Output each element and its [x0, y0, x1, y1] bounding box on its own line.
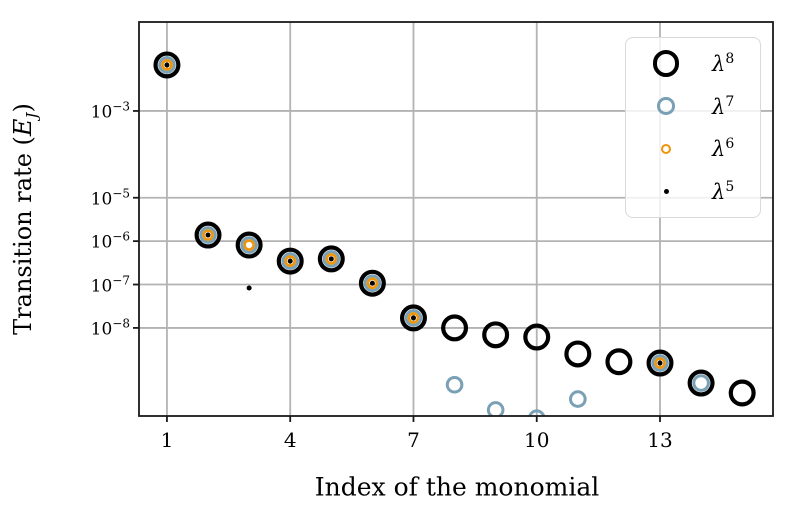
lambda8-point	[235, 231, 263, 259]
tick-marks	[133, 110, 661, 422]
x-tick-label: 7	[407, 428, 420, 452]
lambda6-point	[407, 312, 420, 324]
y-axis-label-text: Transition rate (	[9, 136, 38, 335]
legend-item-lambda6: λ6	[626, 129, 760, 169]
series-lambda7	[158, 56, 710, 416]
lambda6-point	[243, 239, 255, 251]
legend-label-lambda6: λ6	[712, 136, 735, 162]
lambda5-point	[328, 256, 334, 262]
x-axis-label: Index of the monomial	[314, 472, 600, 502]
lambda8-point	[605, 348, 633, 376]
lambda6-marker-icon	[660, 143, 672, 155]
y-axis-label-variable: E	[9, 118, 38, 137]
lambda8-point	[687, 369, 715, 397]
legend-item-lambda8: λ8	[626, 43, 760, 83]
axes-spines	[138, 21, 774, 417]
lambda7-point	[569, 390, 587, 408]
lambda8-point	[358, 269, 386, 297]
legend-label-lambda7: λ7	[712, 93, 735, 119]
lambda7-point	[158, 56, 176, 74]
series-lambda8	[153, 51, 756, 407]
legend-item-lambda5: λ5	[626, 172, 760, 212]
lambda7-point	[651, 354, 669, 372]
lambda5-point	[205, 232, 211, 238]
lambda7-point	[322, 250, 341, 268]
lambda5-point	[246, 285, 252, 291]
lambda8-marker-icon	[652, 50, 680, 77]
y-tick-label: 10−3	[90, 99, 130, 123]
x-tick-label: 10	[524, 428, 550, 452]
lambda7-point	[692, 374, 710, 392]
lambda5-point	[410, 315, 416, 321]
x-tick-label: 4	[283, 428, 297, 452]
lambda7-point	[486, 401, 505, 416]
lambda8-point	[276, 247, 304, 275]
lambda7-point	[363, 274, 382, 293]
y-tick-label: 10−7	[90, 273, 130, 296]
lambda8-point	[564, 340, 592, 368]
lambda5-point	[164, 62, 170, 68]
legend-label-lambda5: λ5	[712, 179, 735, 205]
legend-label-lambda8: λ8	[712, 50, 735, 76]
y-axis-label: Transition rate (EJ)	[9, 103, 41, 335]
lambda5-point	[657, 360, 663, 366]
y-axis-label-subscript: J	[22, 112, 41, 119]
lambda6-point	[366, 277, 379, 290]
y-axis-label-suffix: )	[9, 103, 38, 113]
legend-item-lambda7: λ7	[626, 86, 760, 126]
lambda7-marker-icon	[657, 97, 675, 115]
y-tick-label: 10−6	[90, 229, 130, 253]
lambda5-point	[287, 258, 293, 264]
lambda8-point	[728, 379, 756, 407]
lambda7-point	[199, 226, 217, 244]
lambda8-point	[482, 321, 510, 349]
lambda6-point	[284, 255, 297, 267]
lambda7-point	[528, 409, 546, 416]
x-tick-label: 13	[647, 428, 673, 452]
lambda6-point	[325, 253, 338, 265]
lambda8-point	[194, 221, 222, 249]
lambda8-point	[317, 245, 345, 273]
lambda8-point	[153, 51, 181, 79]
lambda6-point	[654, 357, 666, 369]
lambda8-point	[441, 314, 469, 342]
lambda7-point	[240, 236, 258, 254]
data-markers	[153, 51, 756, 416]
lambda5-marker-icon	[663, 189, 669, 195]
y-tick-label: 10−8	[90, 316, 130, 340]
lambda8-point	[523, 323, 551, 351]
lambda8-point	[646, 349, 674, 377]
lambda8-point	[399, 304, 427, 332]
series-lambda5	[164, 62, 663, 366]
series-lambda6	[161, 59, 666, 369]
legend: λ8 λ7 λ6 λ5	[625, 37, 761, 218]
gridlines	[139, 22, 773, 416]
x-tick-label: 1	[160, 428, 174, 452]
lambda5-point	[369, 280, 375, 286]
lambda7-point	[281, 252, 300, 270]
lambda7-point	[445, 375, 464, 394]
y-tick-label: 10−5	[90, 186, 130, 210]
lambda6-point	[202, 229, 214, 241]
lambda7-point	[404, 309, 423, 327]
lambda6-point	[161, 59, 173, 71]
